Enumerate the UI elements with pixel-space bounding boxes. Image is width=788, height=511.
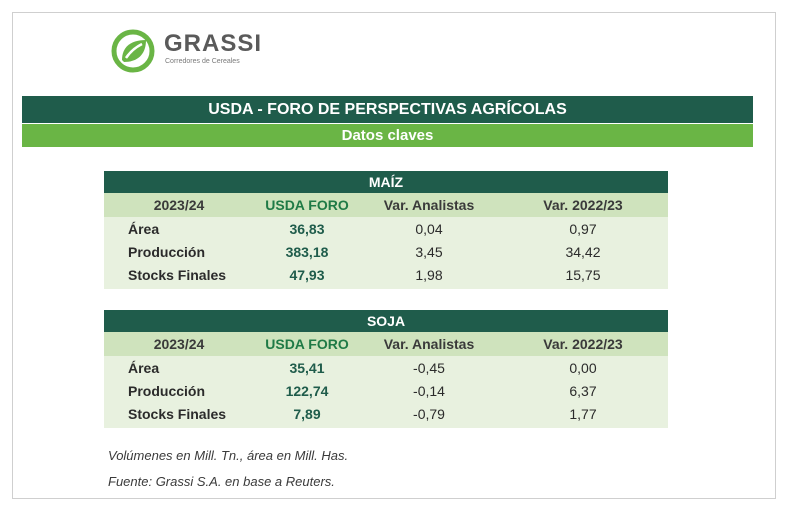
table-title: MAÍZ [104, 171, 668, 193]
column-header: 2023/24 [153, 336, 205, 352]
page-subtitle: Datos claves [22, 124, 753, 147]
row-label: Stocks Finales [128, 406, 227, 422]
brand-tagline: Corredores de Cereales [165, 58, 240, 65]
cell-var-analistas: -0,45 [413, 360, 445, 376]
table-row: Producción 383,18 3,45 34,42 [104, 241, 668, 264]
cell-var-analistas: 1,98 [415, 267, 443, 283]
brand-name: GRASSI [164, 30, 263, 57]
cell-var-2022-23: 1,77 [569, 406, 597, 422]
column-header: USDA FORO [265, 197, 349, 213]
cell-var-2022-23: 6,37 [569, 383, 597, 399]
row-label: Producción [128, 383, 206, 399]
table-row: Stocks Finales 47,93 1,98 15,75 [104, 264, 668, 287]
column-header: 2023/24 [153, 197, 205, 213]
table-row: Área 35,41 -0,45 0,00 [104, 357, 668, 380]
cell-var-analistas: -0,79 [413, 406, 445, 422]
source-note: Fuente: Grassi S.A. en base a Reuters. [108, 474, 335, 489]
column-header: USDA FORO [265, 336, 349, 352]
column-header-row: 2023/24 USDA FORO Var. Analistas Var. 20… [104, 193, 668, 217]
table-row: Stocks Finales 7,89 -0,79 1,77 [104, 403, 668, 426]
table-row: Área 36,83 0,04 0,97 [104, 218, 668, 241]
cell-var-2022-23: 0,97 [569, 221, 597, 237]
table-maiz: MAÍZ 2023/24 USDA FORO Var. Analistas Va… [104, 171, 668, 289]
column-header: Var. 2022/23 [543, 336, 623, 352]
page-title: USDA - FORO DE PERSPECTIVAS AGRÍCOLAS [22, 96, 753, 123]
cell-usda-foro: 383,18 [285, 244, 329, 260]
cell-var-2022-23: 0,00 [569, 360, 597, 376]
row-label: Área [128, 221, 160, 237]
column-header: Var. Analistas [383, 197, 475, 213]
cell-usda-foro: 36,83 [289, 221, 325, 237]
cell-usda-foro: 122,74 [285, 383, 329, 399]
column-header: Var. Analistas [383, 336, 475, 352]
row-label: Área [128, 360, 160, 376]
leaf-logo-icon [111, 29, 155, 73]
cell-var-analistas: -0,14 [413, 383, 445, 399]
cell-usda-foro: 47,93 [289, 267, 325, 283]
row-label: Stocks Finales [128, 267, 227, 283]
cell-var-analistas: 3,45 [415, 244, 443, 260]
table-title: SOJA [104, 310, 668, 332]
units-note: Volúmenes en Mill. Tn., área en Mill. Ha… [108, 448, 349, 463]
cell-usda-foro: 7,89 [293, 406, 321, 422]
cell-var-2022-23: 15,75 [565, 267, 601, 283]
row-label: Producción [128, 244, 206, 260]
cell-var-analistas: 0,04 [415, 221, 443, 237]
cell-var-2022-23: 34,42 [565, 244, 601, 260]
column-header: Var. 2022/23 [543, 197, 623, 213]
cell-usda-foro: 35,41 [289, 360, 325, 376]
table-row: Producción 122,74 -0,14 6,37 [104, 380, 668, 403]
table-body: Área 35,41 -0,45 0,00 Producción 122,74 … [104, 356, 668, 428]
table-body: Área 36,83 0,04 0,97 Producción 383,18 3… [104, 217, 668, 289]
brand-logo: GRASSI Corredores de Cereales [110, 28, 280, 74]
table-soja: SOJA 2023/24 USDA FORO Var. Analistas Va… [104, 310, 668, 428]
column-header-row: 2023/24 USDA FORO Var. Analistas Var. 20… [104, 332, 668, 356]
